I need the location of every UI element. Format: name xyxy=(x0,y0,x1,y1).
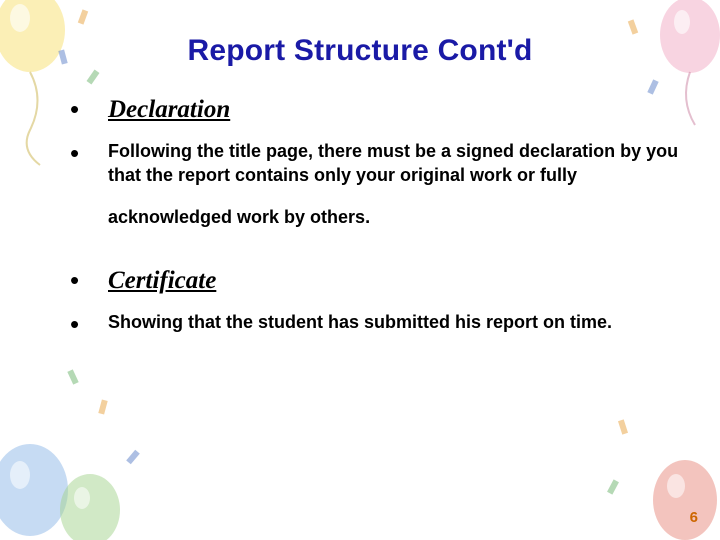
list-item: Showing that the student has submitted h… xyxy=(68,311,680,335)
bullet-list: Declaration Following the title page, th… xyxy=(68,96,680,229)
body-text-part2: acknowledged work by others. xyxy=(108,206,680,230)
bullet-list: Certificate Showing that the student has… xyxy=(68,267,680,335)
page-number: 6 xyxy=(690,509,698,526)
section-body: Showing that the student has submitted h… xyxy=(108,312,612,332)
slide-title: Report Structure Cont'd xyxy=(40,34,680,68)
body-text-part1: Following the title page, there must be … xyxy=(108,141,678,185)
section-heading: Certificate xyxy=(108,267,216,295)
section-body: Following the title page, there must be … xyxy=(108,141,680,229)
list-item: Declaration xyxy=(68,96,680,130)
section-heading: Declaration xyxy=(108,96,230,124)
list-item: Certificate xyxy=(68,267,680,301)
slide-content: Report Structure Cont'd Declaration Foll… xyxy=(0,0,720,540)
list-item: Following the title page, there must be … xyxy=(68,140,680,229)
